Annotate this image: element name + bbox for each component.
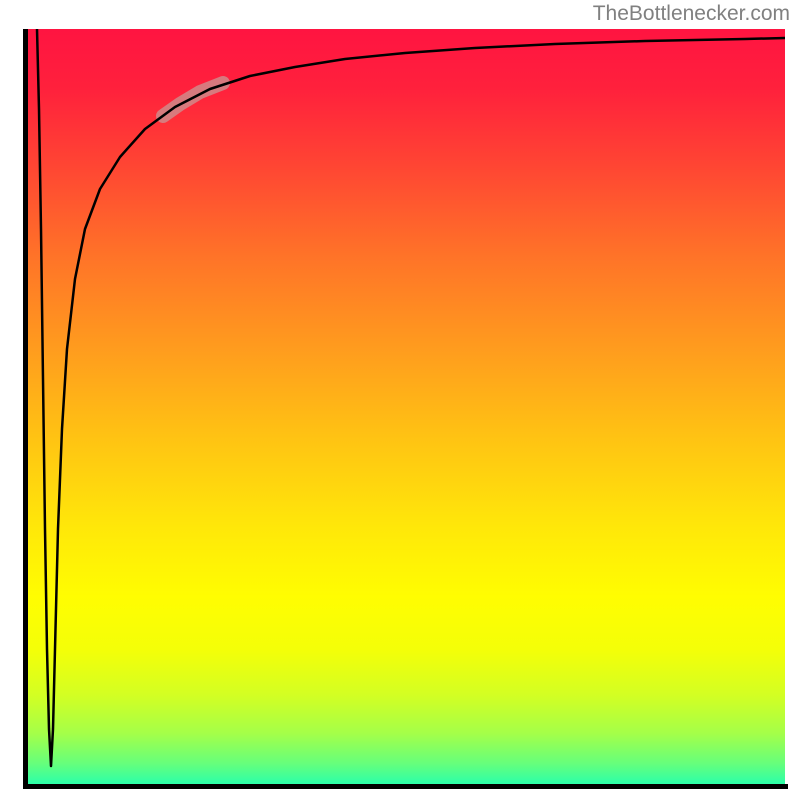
x-axis [23,784,788,789]
curve-layer [25,29,785,786]
y-axis [23,29,28,789]
bottleneck-chart: TheBottlenecker.com [0,0,800,800]
bottleneck-curve [37,29,785,766]
watermark-text: TheBottlenecker.com [593,2,790,26]
plot-area [25,29,785,786]
